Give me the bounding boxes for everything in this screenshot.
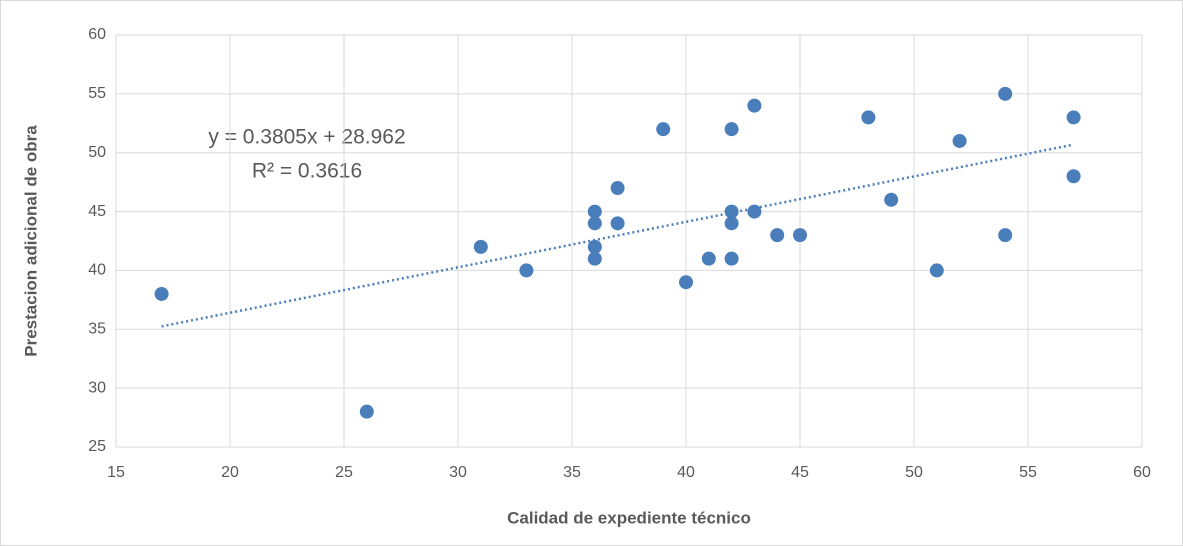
point xyxy=(929,263,944,278)
point xyxy=(747,98,762,113)
y-tick-label: 50 xyxy=(88,144,106,161)
x-tick-label: 45 xyxy=(791,464,809,481)
y-axis-title: Prestacion adicional de obra xyxy=(21,125,40,357)
x-tick-label: 25 xyxy=(335,464,353,481)
point xyxy=(724,216,739,231)
y-tick-label: 25 xyxy=(88,438,106,455)
point xyxy=(724,204,739,219)
point xyxy=(724,251,739,266)
point xyxy=(519,263,534,278)
point xyxy=(701,251,716,266)
point xyxy=(587,216,602,231)
point xyxy=(679,275,693,290)
y-tick-label: 45 xyxy=(88,203,106,220)
equation: y = 0.3805x + 28.962 xyxy=(208,126,405,149)
r-squared: R² = 0.3616 xyxy=(252,160,362,183)
point xyxy=(793,228,807,243)
y-tick-label: 30 xyxy=(88,379,106,396)
x-tick-label: 15 xyxy=(107,464,125,481)
point xyxy=(998,86,1013,101)
point xyxy=(998,228,1013,243)
point xyxy=(473,239,488,254)
point xyxy=(724,122,739,137)
point xyxy=(952,133,967,148)
x-tick-label: 55 xyxy=(1019,464,1037,481)
point xyxy=(587,251,602,266)
x-tick-label: 60 xyxy=(1133,464,1151,481)
x-axis-title: Calidad de expediente técnico xyxy=(507,508,751,527)
point xyxy=(359,404,374,419)
point xyxy=(587,204,602,219)
x-tick-label: 30 xyxy=(449,464,467,481)
y-tick-label: 35 xyxy=(88,321,106,338)
point xyxy=(861,110,876,125)
point xyxy=(1066,110,1081,125)
point xyxy=(656,122,671,137)
point xyxy=(884,192,899,207)
point xyxy=(587,239,602,254)
point xyxy=(1066,169,1081,184)
x-tick-label: 20 xyxy=(221,464,239,481)
point xyxy=(154,286,169,301)
x-tick-label: 35 xyxy=(563,464,581,481)
x-tick-label: 40 xyxy=(677,464,695,481)
point xyxy=(610,181,625,196)
y-tick-label: 55 xyxy=(88,85,106,102)
y-tick-label: 60 xyxy=(88,26,106,43)
point xyxy=(747,204,762,219)
point xyxy=(610,216,625,231)
x-tick-label: 50 xyxy=(905,464,923,481)
point xyxy=(770,228,785,243)
y-tick-label: 40 xyxy=(88,262,106,279)
